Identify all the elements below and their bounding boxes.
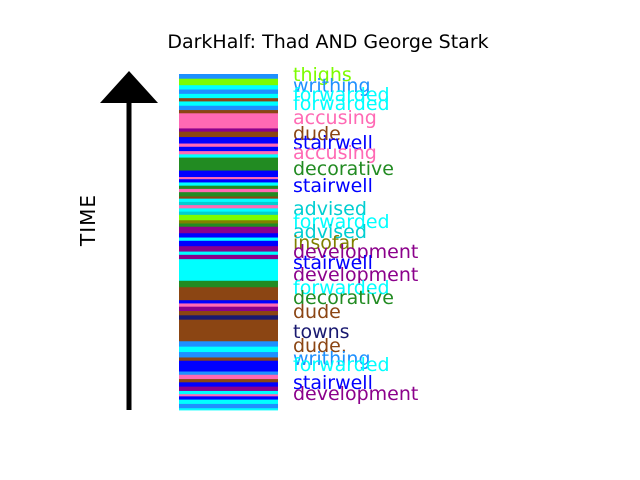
time-arrow-head bbox=[100, 71, 158, 103]
band-forwarded bbox=[179, 101, 278, 106]
band-decorative bbox=[179, 185, 278, 189]
label-forwarded: forwarded bbox=[293, 354, 390, 376]
band-dude bbox=[179, 196, 278, 199]
label-development: development bbox=[293, 264, 418, 286]
label-accusing: accusing bbox=[293, 142, 377, 164]
band-accusing bbox=[179, 204, 278, 209]
band-dude bbox=[179, 378, 278, 383]
label-stairwell: stairwell bbox=[293, 252, 373, 274]
band-forwarded bbox=[179, 407, 278, 411]
band-forwarded bbox=[179, 399, 278, 404]
band-accusing bbox=[179, 150, 278, 155]
label-forwarded: forwarded bbox=[293, 84, 390, 106]
time-arrow bbox=[100, 71, 158, 410]
band-forwarded bbox=[179, 346, 278, 353]
band-writhing bbox=[179, 89, 278, 94]
label-accusing: accusing bbox=[293, 107, 377, 129]
label-writhing: writhing bbox=[293, 348, 371, 370]
band-forwarded bbox=[179, 182, 278, 186]
band-thighs bbox=[179, 78, 278, 86]
word-labels: thighswrithingforwardedforwardedaccusing… bbox=[293, 64, 418, 405]
band-accusing bbox=[179, 188, 278, 193]
label-dude: dude bbox=[293, 123, 341, 145]
label-development: development bbox=[293, 241, 418, 263]
band-development bbox=[179, 386, 278, 391]
band-development bbox=[179, 306, 278, 311]
band-stairwell bbox=[179, 381, 278, 387]
band-decorative bbox=[179, 280, 278, 288]
label-dude: dude bbox=[293, 301, 341, 323]
band-writhing bbox=[179, 351, 278, 358]
band-stairwell bbox=[179, 146, 278, 152]
band-accusing bbox=[179, 176, 278, 180]
label-dude: dude. bbox=[293, 335, 347, 357]
label-forwarded: forwarded bbox=[293, 277, 390, 299]
band-stairwell bbox=[179, 170, 278, 178]
band-writhing bbox=[179, 340, 278, 347]
band-dude bbox=[179, 319, 278, 342]
band-development bbox=[179, 128, 278, 132]
band-dude bbox=[179, 310, 278, 316]
band-development bbox=[179, 254, 278, 260]
band-insofar bbox=[179, 219, 278, 224]
band-development bbox=[179, 245, 278, 252]
band-decorative bbox=[179, 191, 278, 197]
band-accusing bbox=[179, 374, 278, 380]
band-writhing bbox=[179, 371, 278, 375]
label-stairwell: stairwell bbox=[293, 372, 373, 394]
label-advised: advised bbox=[293, 198, 367, 220]
band-stairwell bbox=[179, 240, 278, 247]
label-stairwell: stairwell bbox=[293, 175, 373, 197]
band-forwarded bbox=[179, 258, 278, 281]
band-forwarded bbox=[179, 237, 278, 241]
band-forwarded bbox=[179, 207, 278, 212]
band-stairwell bbox=[179, 299, 278, 304]
band-writhing bbox=[179, 403, 278, 409]
label-writhing: writhing bbox=[293, 75, 371, 97]
band-stairwell bbox=[179, 178, 278, 183]
label-thighs: thighs bbox=[293, 64, 352, 86]
label-insofar: insofar bbox=[293, 232, 358, 254]
band-accusing bbox=[179, 112, 278, 129]
label-development: development bbox=[293, 383, 418, 405]
band-stairwell bbox=[179, 360, 278, 372]
band-decorative bbox=[179, 223, 278, 227]
band-accusing bbox=[179, 143, 278, 147]
label-forwarded: forwarded bbox=[293, 211, 390, 233]
band-stairwell bbox=[179, 232, 278, 238]
label-decorative: decorative bbox=[293, 287, 394, 309]
word-bands bbox=[179, 74, 278, 411]
band-decorative bbox=[179, 157, 278, 171]
band-forwarded bbox=[179, 153, 278, 158]
band-development bbox=[179, 226, 278, 234]
band-forwarded bbox=[179, 84, 278, 90]
band-dude bbox=[179, 131, 278, 138]
band-dude bbox=[179, 286, 278, 301]
band-dude bbox=[179, 357, 278, 361]
band-advised bbox=[179, 211, 278, 215]
band-stairwell bbox=[179, 395, 278, 400]
label-advised: advised bbox=[293, 221, 367, 243]
band-advised bbox=[179, 201, 278, 206]
band-towns bbox=[179, 314, 278, 320]
band-forwarded bbox=[179, 198, 278, 202]
label-towns: towns bbox=[293, 321, 350, 343]
band-forwarded bbox=[179, 93, 278, 99]
label-stairwell: stairwell bbox=[293, 132, 373, 154]
label-forwarded: forwarded bbox=[293, 93, 390, 115]
band-forwarded bbox=[179, 390, 278, 395]
label-decorative: decorative bbox=[293, 158, 394, 180]
band-dude bbox=[179, 109, 278, 114]
band-writhing bbox=[179, 74, 278, 79]
band-forwarded bbox=[179, 251, 278, 255]
band-thighs bbox=[179, 214, 278, 221]
band-accusing bbox=[179, 393, 278, 397]
chart-title: DarkHalf: Thad AND George Stark bbox=[167, 31, 489, 53]
band-stairwell bbox=[179, 136, 278, 144]
band-dude bbox=[179, 97, 278, 102]
band-writhing bbox=[179, 105, 278, 111]
band-accusing bbox=[179, 303, 278, 307]
